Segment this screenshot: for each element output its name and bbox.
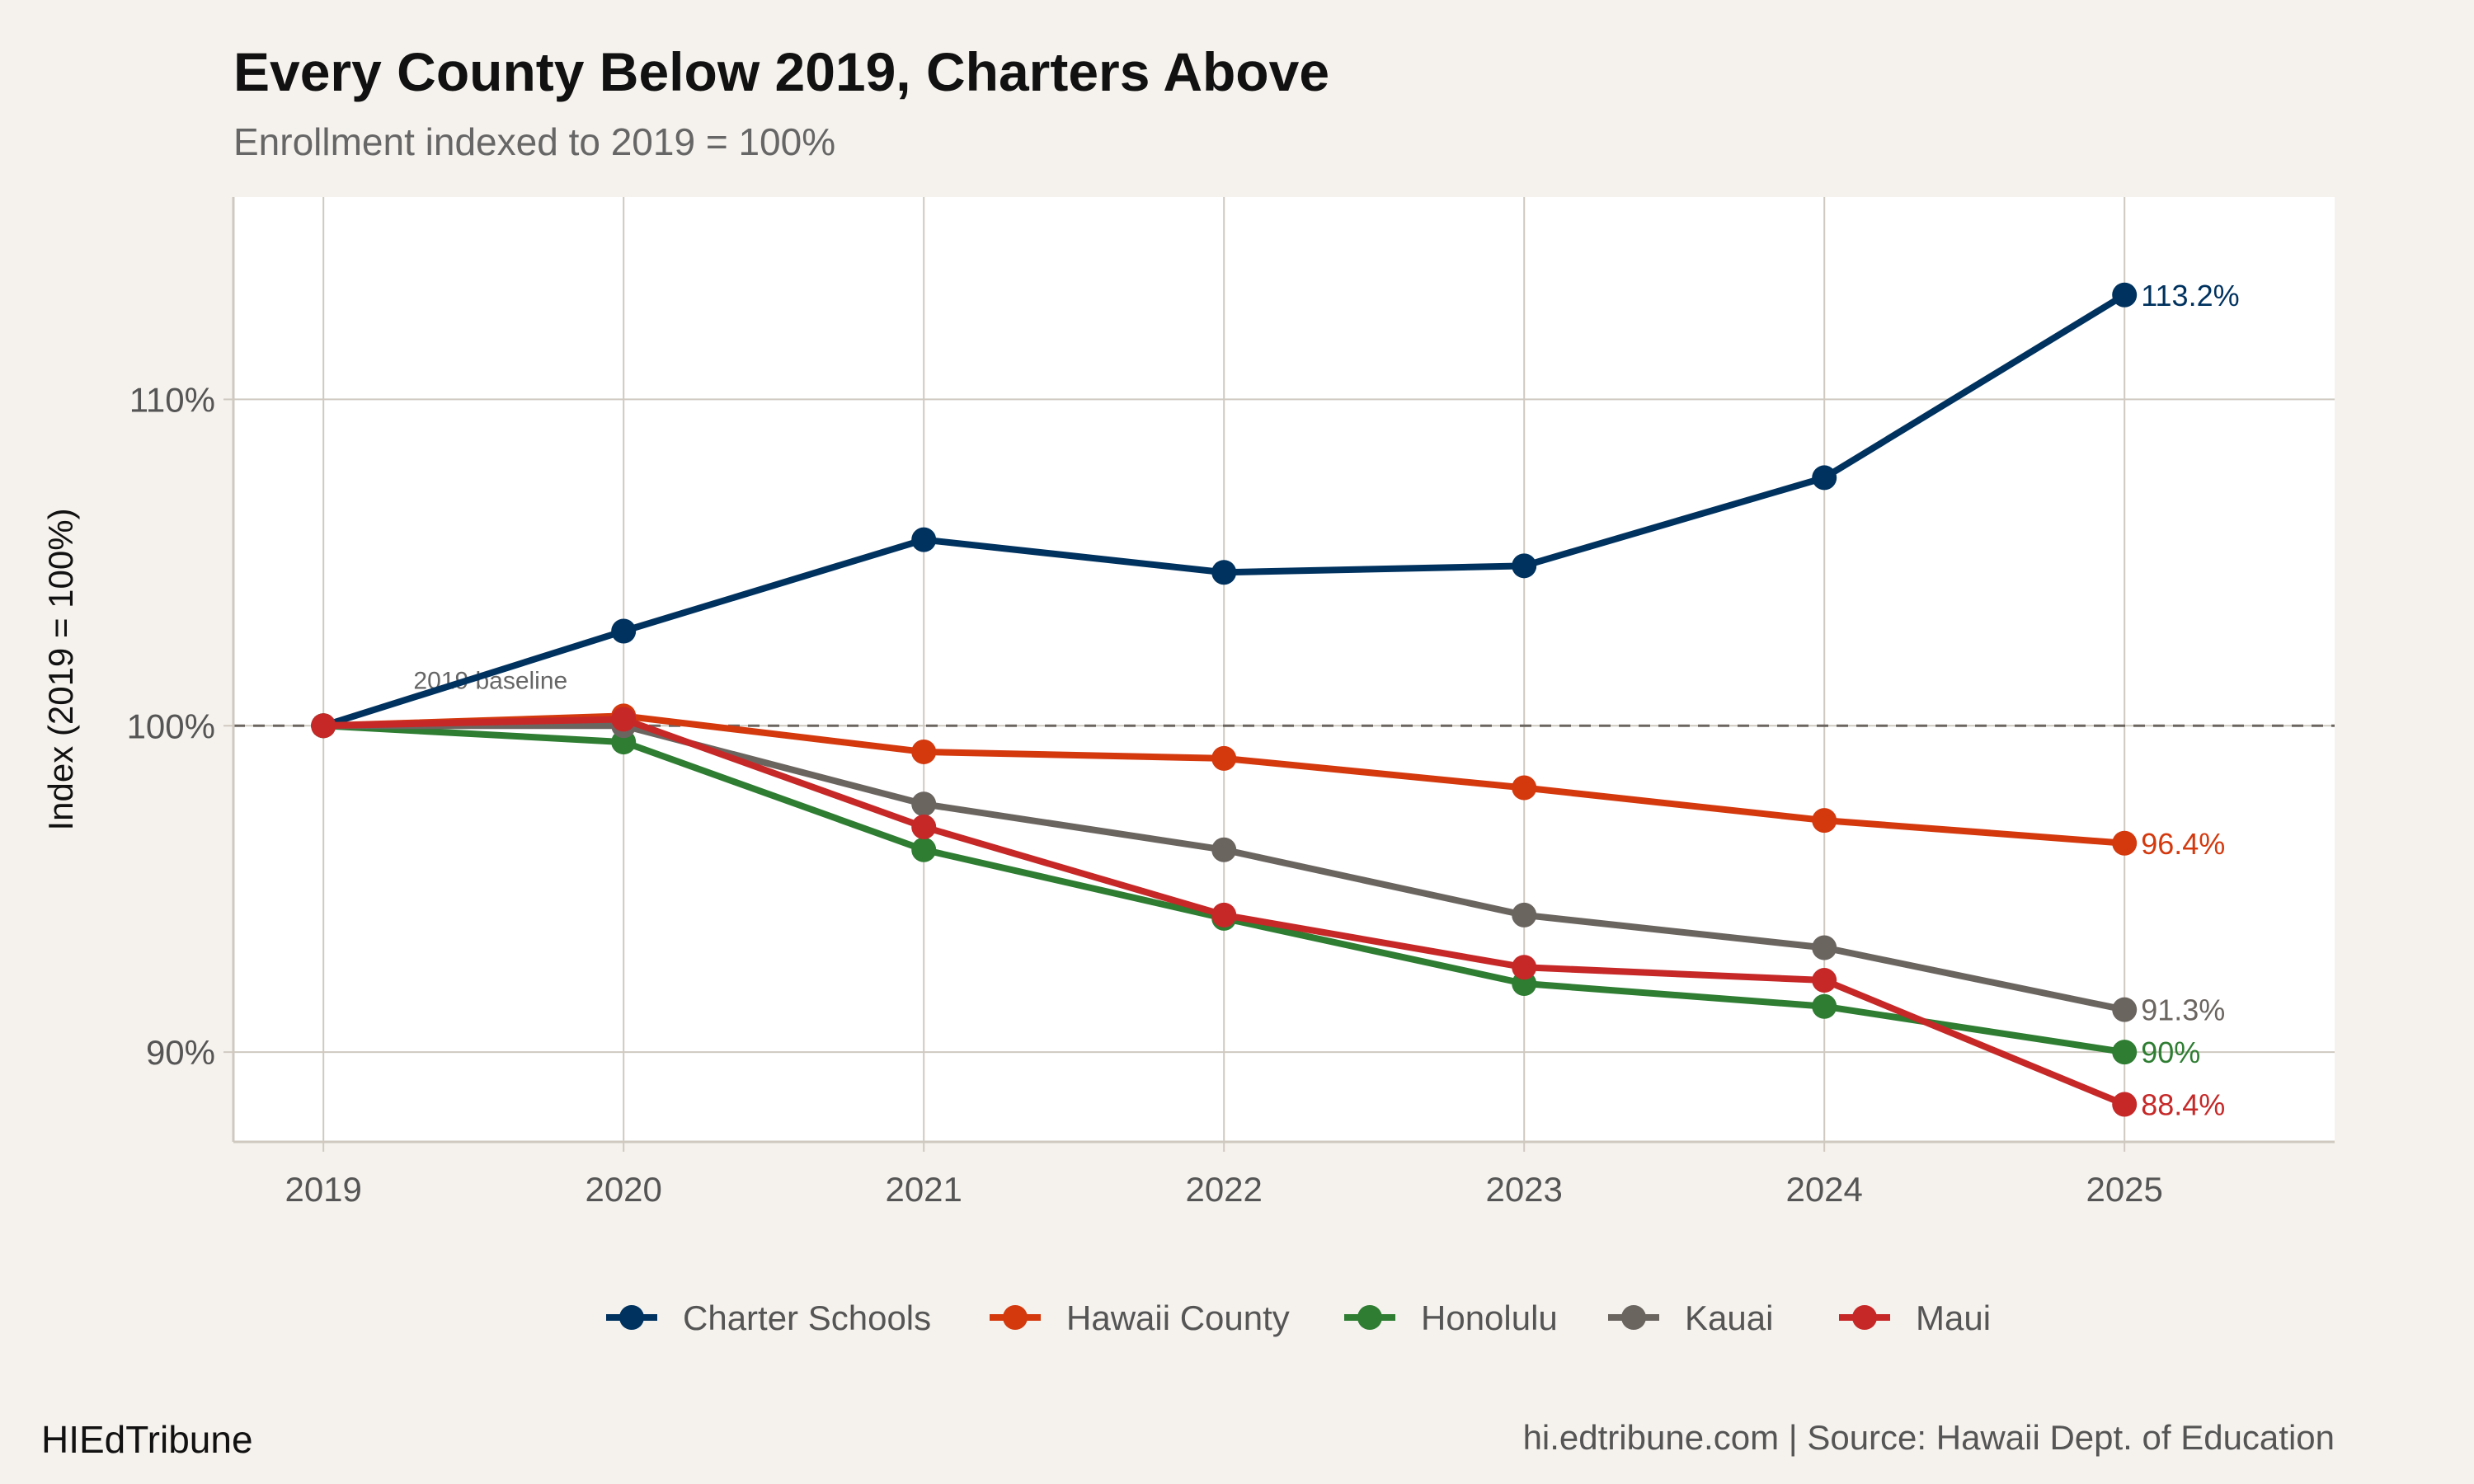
legend-label: Kauai	[1685, 1298, 1773, 1337]
data-point	[911, 837, 937, 862]
data-point	[1512, 775, 1537, 801]
data-point	[2112, 1040, 2138, 1065]
data-point	[1812, 993, 1837, 1019]
data-point	[1812, 935, 1837, 960]
end-value-label: 90%	[2141, 1036, 2200, 1069]
series-charter-schools: 113.2%	[311, 279, 2240, 739]
legend-item: Hawaii County	[990, 1298, 1290, 1337]
axes: 2019 2020 2021 2022 2023 2024 2025 90% 100% 110%	[127, 197, 2335, 1209]
data-point	[1211, 837, 1237, 862]
legend: Charter Schools Hawaii County Honolulu Kaua…	[606, 1298, 1991, 1337]
data-point	[611, 618, 637, 644]
data-point	[1512, 955, 1537, 980]
x-tick-label: 2020	[585, 1170, 661, 1209]
data-point	[911, 815, 937, 839]
legend-item: Charter Schools	[606, 1298, 931, 1337]
legend-swatch-point	[1357, 1305, 1382, 1330]
end-value-label: 113.2%	[2141, 279, 2239, 312]
x-tick-label: 2022	[1185, 1170, 1262, 1209]
data-point	[911, 739, 937, 764]
legend-swatch-point	[619, 1305, 644, 1330]
series-maui: 88.4%	[311, 707, 2225, 1121]
legend-item: Honolulu	[1344, 1298, 1558, 1337]
y-tick-label: 100%	[127, 707, 215, 745]
end-value-label: 91.3%	[2141, 993, 2225, 1027]
y-tick-label: 90%	[146, 1033, 215, 1072]
data-point	[2112, 997, 2138, 1022]
data-point	[1512, 553, 1537, 579]
data-point	[1812, 465, 1837, 491]
data-point	[1812, 808, 1837, 834]
y-tick-label: 110%	[129, 380, 215, 419]
data-point	[2112, 830, 2138, 856]
legend-swatch-point	[1003, 1305, 1028, 1330]
data-point	[1812, 968, 1837, 993]
data-point	[911, 527, 937, 552]
x-tick-label: 2025	[2086, 1170, 2162, 1209]
brand-footer: HIEdTribune	[41, 1418, 253, 1461]
data-point	[1211, 745, 1237, 771]
plot-panel	[233, 197, 2335, 1142]
legend-label: Hawaii County	[1066, 1298, 1290, 1337]
data-point	[1512, 902, 1537, 928]
legend-label: Honolulu	[1421, 1298, 1558, 1337]
x-tick-label: 2023	[1485, 1170, 1562, 1209]
data-point	[311, 713, 336, 739]
y-axis-label: Index (2019 = 100%)	[41, 508, 80, 830]
end-value-label: 96.4%	[2141, 827, 2225, 861]
data-point	[2112, 1092, 2138, 1117]
end-value-label: 88.4%	[2141, 1087, 2225, 1121]
data-point	[1211, 902, 1237, 928]
legend-label: Charter Schools	[683, 1298, 931, 1337]
chart-title: Every County Below 2019, Charters Above	[233, 41, 1329, 102]
x-tick-label: 2019	[285, 1170, 361, 1209]
chart-subtitle: Enrollment indexed to 2019 = 100%	[233, 120, 835, 163]
x-tick-label: 2021	[885, 1170, 962, 1209]
source-footer: hi.edtribune.com | Source: Hawaii Dept. …	[1523, 1418, 2335, 1457]
legend-item: Kauai	[1608, 1298, 1773, 1337]
data-point	[1211, 560, 1237, 585]
legend-swatch-point	[1852, 1305, 1877, 1330]
data-point	[611, 707, 637, 732]
legend-label: Maui	[1916, 1298, 1991, 1337]
data-point	[2112, 282, 2138, 308]
legend-item: Maui	[1839, 1298, 1991, 1337]
series-lines: 113.2% 96.4% 90% 91.3% 88.4%	[311, 279, 2240, 1121]
data-point	[911, 791, 937, 817]
legend-swatch-point	[1621, 1305, 1646, 1330]
x-tick-label: 2024	[1785, 1170, 1862, 1209]
